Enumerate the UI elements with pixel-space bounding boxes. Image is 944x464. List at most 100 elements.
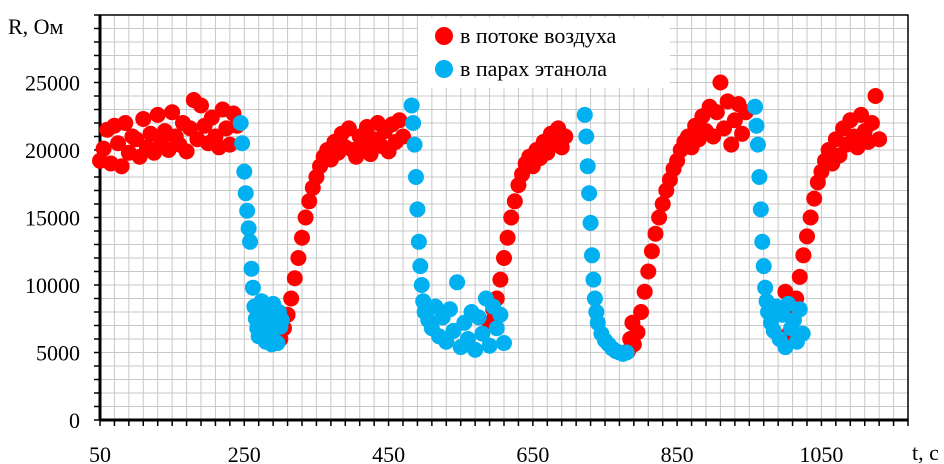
data-point bbox=[294, 229, 310, 246]
data-point bbox=[193, 97, 209, 114]
data-point bbox=[391, 112, 408, 129]
x-tick-label: 50 bbox=[89, 442, 111, 464]
data-point bbox=[237, 185, 254, 202]
data-point bbox=[640, 263, 657, 280]
x-tick-label: 650 bbox=[516, 442, 549, 464]
legend-marker-air bbox=[435, 27, 453, 45]
data-point bbox=[584, 247, 601, 264]
y-tick-label: 15000 bbox=[25, 206, 80, 231]
data-point bbox=[749, 136, 766, 153]
data-point bbox=[236, 163, 253, 180]
data-point bbox=[412, 258, 429, 275]
data-point bbox=[791, 301, 808, 318]
data-point bbox=[474, 325, 491, 342]
data-point bbox=[240, 220, 257, 237]
data-point bbox=[164, 104, 181, 121]
y-axis-title: R, Ом bbox=[8, 14, 64, 39]
data-point bbox=[651, 209, 668, 226]
data-point bbox=[113, 158, 130, 175]
data-point bbox=[283, 290, 300, 307]
legend-box bbox=[418, 18, 670, 88]
data-point bbox=[806, 190, 823, 207]
data-points bbox=[92, 74, 888, 362]
data-point bbox=[286, 270, 303, 287]
data-point bbox=[723, 136, 740, 153]
data-point bbox=[557, 128, 574, 145]
data-point bbox=[492, 271, 509, 288]
data-point bbox=[618, 344, 635, 361]
data-point bbox=[481, 337, 498, 354]
y-tick-label: 5000 bbox=[36, 341, 80, 366]
data-point bbox=[752, 201, 769, 218]
data-point bbox=[301, 193, 318, 210]
data-point bbox=[754, 233, 771, 250]
data-point bbox=[795, 247, 812, 264]
data-point bbox=[395, 128, 411, 145]
data-point bbox=[581, 185, 598, 202]
data-point bbox=[629, 324, 646, 341]
data-point bbox=[503, 209, 520, 226]
data-point bbox=[636, 283, 653, 300]
data-point bbox=[582, 214, 599, 231]
data-point bbox=[496, 335, 512, 352]
x-tick-label: 850 bbox=[661, 442, 694, 464]
data-point bbox=[867, 88, 884, 104]
data-point bbox=[576, 106, 593, 123]
x-axis-title: t, c bbox=[912, 440, 939, 464]
y-tick-label: 0 bbox=[69, 408, 80, 433]
data-point bbox=[403, 97, 420, 114]
series-0 bbox=[92, 74, 888, 360]
data-point bbox=[149, 106, 166, 123]
data-point bbox=[244, 279, 261, 296]
data-point bbox=[585, 271, 602, 288]
data-point bbox=[863, 115, 880, 131]
data-point bbox=[405, 115, 422, 131]
tick-labels: 50 250 450 650 850 1050 0 5000 10000 15000 20000 25… bbox=[25, 71, 843, 464]
series-1 bbox=[232, 97, 811, 362]
x-tick-label: 1050 bbox=[799, 442, 843, 464]
data-point bbox=[871, 131, 888, 148]
data-point bbox=[449, 274, 466, 291]
data-point bbox=[633, 304, 650, 320]
data-point bbox=[110, 135, 127, 152]
data-point bbox=[647, 225, 664, 242]
data-point bbox=[755, 258, 772, 275]
data-point bbox=[409, 201, 426, 218]
data-point bbox=[499, 229, 516, 246]
data-point bbox=[410, 233, 427, 250]
data-point bbox=[734, 125, 751, 142]
x-tick-label: 450 bbox=[372, 442, 405, 464]
y-tick-label: 20000 bbox=[25, 138, 80, 163]
legend-label-ethanol: в парах этанола bbox=[460, 56, 607, 81]
axes bbox=[94, 14, 909, 426]
data-point bbox=[243, 260, 260, 277]
data-point bbox=[470, 309, 487, 326]
y-tick-label: 10000 bbox=[25, 273, 80, 298]
data-point bbox=[802, 209, 819, 226]
data-point bbox=[492, 306, 509, 323]
data-point bbox=[496, 250, 512, 266]
data-point bbox=[290, 250, 307, 266]
data-point bbox=[273, 312, 290, 329]
data-point bbox=[712, 74, 729, 91]
data-point bbox=[269, 335, 286, 352]
data-point bbox=[506, 193, 523, 210]
data-point bbox=[117, 115, 134, 131]
data-point bbox=[297, 209, 314, 226]
data-point bbox=[579, 158, 596, 175]
data-point bbox=[586, 290, 603, 307]
legend-label-air: в потоке воздуха bbox=[460, 23, 617, 48]
data-point bbox=[242, 233, 259, 250]
data-point bbox=[799, 228, 815, 245]
data-point bbox=[654, 196, 671, 212]
data-point bbox=[643, 243, 660, 260]
data-point bbox=[413, 277, 430, 293]
x-tick-label: 250 bbox=[228, 442, 261, 464]
legend: в потоке воздуха в парах этанола bbox=[418, 18, 670, 88]
data-point bbox=[407, 169, 424, 185]
data-point bbox=[751, 169, 768, 185]
data-point bbox=[748, 117, 765, 134]
data-point bbox=[747, 98, 764, 115]
